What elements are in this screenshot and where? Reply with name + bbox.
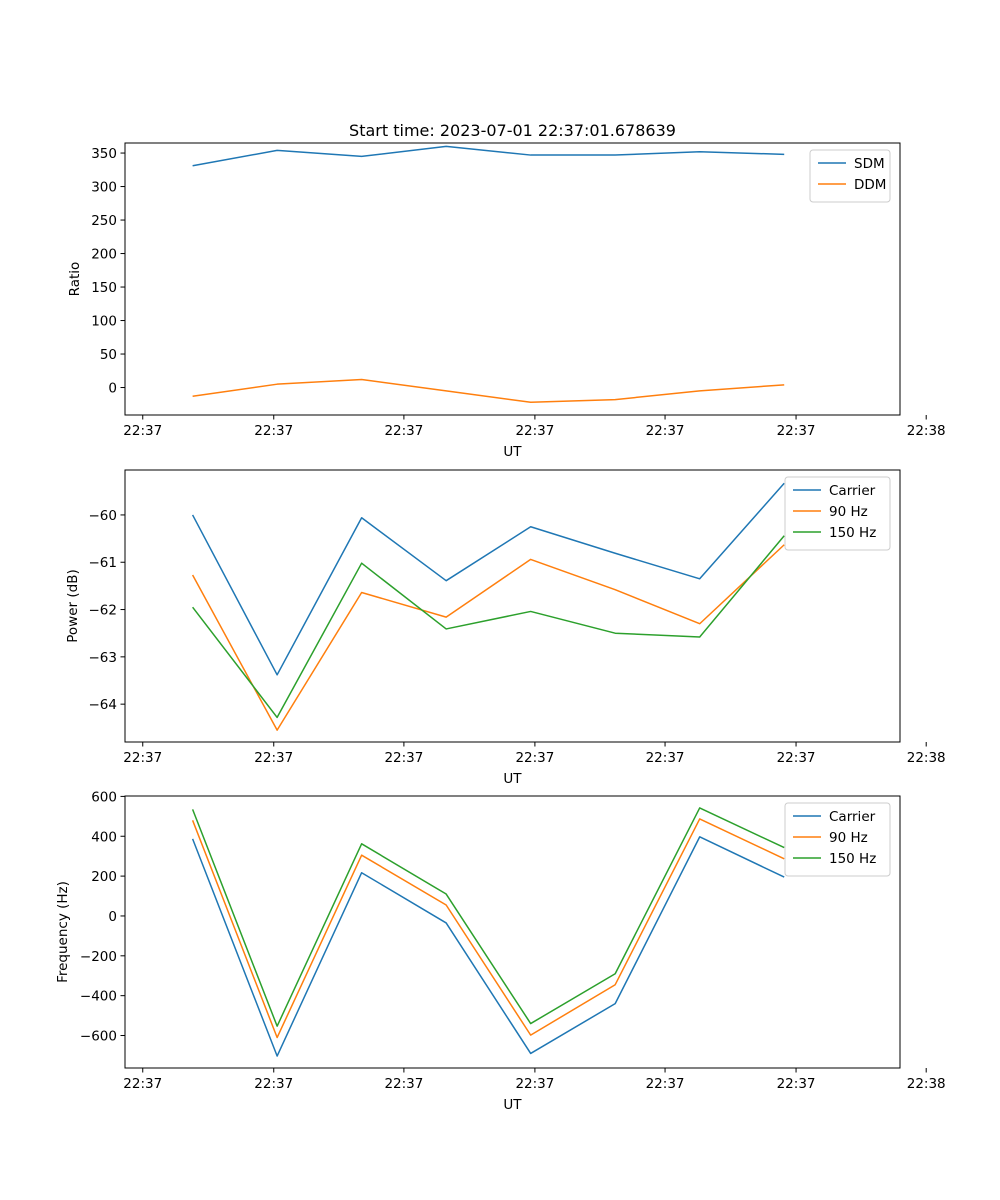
y-axis-label: Frequency (Hz): [55, 881, 71, 983]
x-tick-label: 22:37: [123, 1076, 162, 1092]
y-tick-label: −63: [89, 650, 118, 666]
legend-label: 150 Hz: [829, 525, 876, 541]
x-tick-label: 22:37: [515, 423, 554, 439]
x-axis-label: UT: [503, 444, 522, 460]
y-axis-label: Power (dB): [65, 569, 81, 642]
x-tick-label: 22:38: [907, 750, 946, 766]
y-tick-label: 250: [91, 213, 117, 229]
x-tick-label: 22:37: [777, 750, 816, 766]
series-line-90-hz: [191, 818, 785, 1039]
y-tick-label: −60: [89, 508, 118, 524]
x-tick-label: 22:37: [515, 1076, 554, 1092]
x-axis-label: UT: [503, 1097, 522, 1113]
y-tick-label: 200: [91, 869, 117, 885]
y-axis-label: Ratio: [67, 262, 83, 297]
x-tick-label: 22:37: [646, 423, 685, 439]
y-tick-label: 50: [100, 347, 117, 363]
x-axis-label: UT: [503, 771, 522, 787]
series-line-carrier: [191, 836, 785, 1057]
legend-label: DDM: [854, 177, 886, 193]
y-tick-label: −62: [89, 603, 118, 619]
x-tick-label: 22:37: [515, 750, 554, 766]
panel-3: 22:37 22:37 22:37 22:37 22:37 22:37 22:38 −600 −…: [55, 789, 946, 1113]
x-tick-label: 22:37: [384, 1076, 423, 1092]
legend-label: Carrier: [829, 809, 876, 825]
x-tick-label: 22:37: [384, 750, 423, 766]
series-line-ddm: [192, 378, 785, 404]
legend-label: Carrier: [829, 483, 876, 499]
series-line-carrier: [191, 482, 785, 676]
x-tick-label: 22:37: [254, 423, 293, 439]
legend-label: SDM: [854, 156, 885, 172]
series-line-90-hz: [191, 544, 785, 731]
y-tick-label: −61: [89, 555, 118, 571]
x-tick-label: 22:38: [907, 1076, 946, 1092]
x-tick-label: 22:37: [254, 750, 293, 766]
panel-2: 22:37 22:37 22:37 22:37 22:37 22:37 22:38 −64 −6…: [65, 469, 946, 787]
plot-frame: [124, 142, 901, 416]
series-line-sdm: [192, 145, 785, 167]
legend-label: 90 Hz: [829, 830, 868, 846]
x-tick-label: 22:37: [254, 1076, 293, 1092]
x-tick-label: 22:37: [123, 750, 162, 766]
x-tick-label: 22:37: [384, 423, 423, 439]
x-tick-label: 22:38: [907, 423, 946, 439]
plot-frame: [124, 469, 901, 743]
x-tick-label: 22:37: [646, 1076, 685, 1092]
plot-frame: [124, 795, 901, 1069]
x-tick-label: 22:37: [646, 750, 685, 766]
y-tick-label: −400: [80, 989, 117, 1005]
y-tick-label: 0: [108, 381, 117, 397]
x-tick-label: 22:37: [777, 423, 816, 439]
y-tick-label: 350: [91, 146, 117, 162]
y-tick-label: 0: [108, 909, 117, 925]
chart-title: Start time: 2023-07-01 22:37:01.678639: [349, 121, 676, 140]
panel-1: 22:37 22:37 22:37 22:37 22:37 22:37 22:38 0 50 10…: [67, 142, 946, 460]
y-tick-label: −64: [89, 697, 118, 713]
x-tick-label: 22:37: [777, 1076, 816, 1092]
legend-label: 90 Hz: [829, 504, 868, 520]
y-tick-label: −200: [80, 949, 117, 965]
panels: 22:37 22:37 22:37 22:37 22:37 22:37 22:38 0 50 10…: [55, 142, 946, 1113]
y-tick-label: 150: [91, 280, 117, 296]
legend: SDM DDM: [809, 149, 891, 203]
legend: Carrier 90 Hz 150 Hz: [784, 802, 891, 877]
y-tick-label: 100: [91, 314, 117, 330]
y-tick-label: 200: [91, 247, 117, 263]
y-tick-label: −600: [80, 1029, 117, 1045]
series-line-150-hz: [191, 807, 785, 1027]
series-line-150-hz: [192, 535, 785, 719]
legend: Carrier 90 Hz 150 Hz: [784, 476, 891, 551]
y-tick-label: 600: [91, 789, 117, 805]
y-tick-label: 300: [91, 180, 117, 196]
y-tick-label: 400: [91, 829, 117, 845]
x-tick-label: 22:37: [123, 423, 162, 439]
legend-label: 150 Hz: [829, 851, 876, 867]
